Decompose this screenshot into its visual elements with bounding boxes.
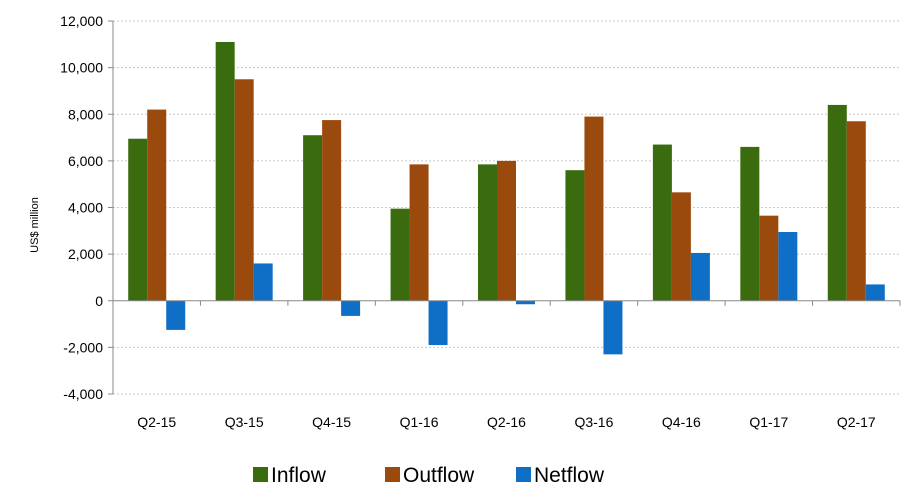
bar-netflow-q3-16 (603, 300, 623, 355)
bar-outflow-q2-16 (497, 160, 516, 301)
bar-inflow-q4-15 (303, 135, 323, 301)
y-tick-label: -4,000 (63, 386, 103, 402)
bar-inflow-q1-17 (740, 146, 760, 301)
bar-netflow-q1-16 (428, 300, 448, 346)
x-tick-label: Q4-16 (662, 414, 701, 430)
legend-item-inflow: Inflow (253, 464, 327, 485)
y-axis-label: US$ million (29, 197, 41, 253)
x-tick-label: Q2-17 (837, 414, 876, 430)
bar-netflow-q2-17 (865, 284, 885, 301)
bar-outflow-q4-16 (671, 192, 691, 301)
x-tick-label: Q4-15 (312, 414, 351, 430)
bar-inflow-q3-15 (215, 41, 235, 301)
x-tick-label: Q1-16 (400, 414, 439, 430)
bar-outflow-q1-16 (409, 164, 429, 301)
bar-inflow-q1-16 (390, 208, 410, 301)
bar-outflow-q4-15 (322, 120, 342, 301)
legend-item-netflow: Netflow (516, 464, 605, 485)
bar-outflow-q1-17 (759, 215, 779, 301)
y-axis: -4,000 -2,000 0 2,000 4,000 6,000 8,000 10,000 1… (60, 13, 114, 402)
y-tick-label: 2,000 (68, 246, 103, 262)
bar-outflow-q3-15 (234, 79, 254, 301)
y-tick-label: 10,000 (60, 60, 103, 76)
x-tick-label: Q1-17 (749, 414, 788, 430)
legend-label: Inflow (271, 464, 327, 485)
bar-netflow-q2-15 (166, 300, 186, 330)
bar-inflow-q3-16 (565, 170, 585, 301)
y-tick-label: 8,000 (68, 106, 103, 122)
bar-netflow-q3-15 (253, 263, 273, 301)
y-tick-label: -2,000 (63, 339, 103, 355)
y-tick-label: 6,000 (68, 153, 103, 169)
bar-netflow-q4-16 (690, 252, 710, 301)
x-axis: Q2-15 Q3-15 Q4-15 Q1-16 Q2-16 Q3-16 Q4-16 Q1-17… (112, 300, 901, 430)
legend-label: Netflow (534, 464, 605, 485)
bar-outflow-q2-17 (846, 121, 866, 301)
bar-inflow-q2-16 (478, 164, 497, 301)
bar-inflow-q2-17 (827, 104, 847, 301)
x-tick-label: Q3-15 (225, 414, 264, 430)
legend-swatch (385, 467, 400, 482)
bar-netflow-q2-16 (516, 300, 535, 305)
x-tick-label: Q2-16 (487, 414, 526, 430)
bar-inflow-q2-15 (128, 138, 148, 301)
bar-outflow-q3-16 (584, 116, 604, 301)
bar-outflow-q2-15 (147, 109, 167, 301)
bar-inflow-q4-16 (652, 144, 672, 301)
legend-swatch (516, 467, 531, 482)
legend-swatch (253, 467, 268, 482)
x-tick-label: Q3-16 (574, 414, 613, 430)
y-tick-label: 0 (95, 293, 103, 309)
y-tick-label: 4,000 (68, 200, 103, 216)
x-tick-label: Q2-15 (137, 414, 176, 430)
legend-item-outflow: Outflow (385, 464, 475, 485)
y-tick-label: 12,000 (60, 13, 103, 29)
bars (128, 41, 885, 355)
bar-netflow-q1-17 (778, 231, 798, 301)
legend: Inflow Outflow Netflow (253, 464, 605, 485)
legend-label: Outflow (403, 464, 475, 485)
bar-netflow-q4-15 (341, 300, 361, 316)
